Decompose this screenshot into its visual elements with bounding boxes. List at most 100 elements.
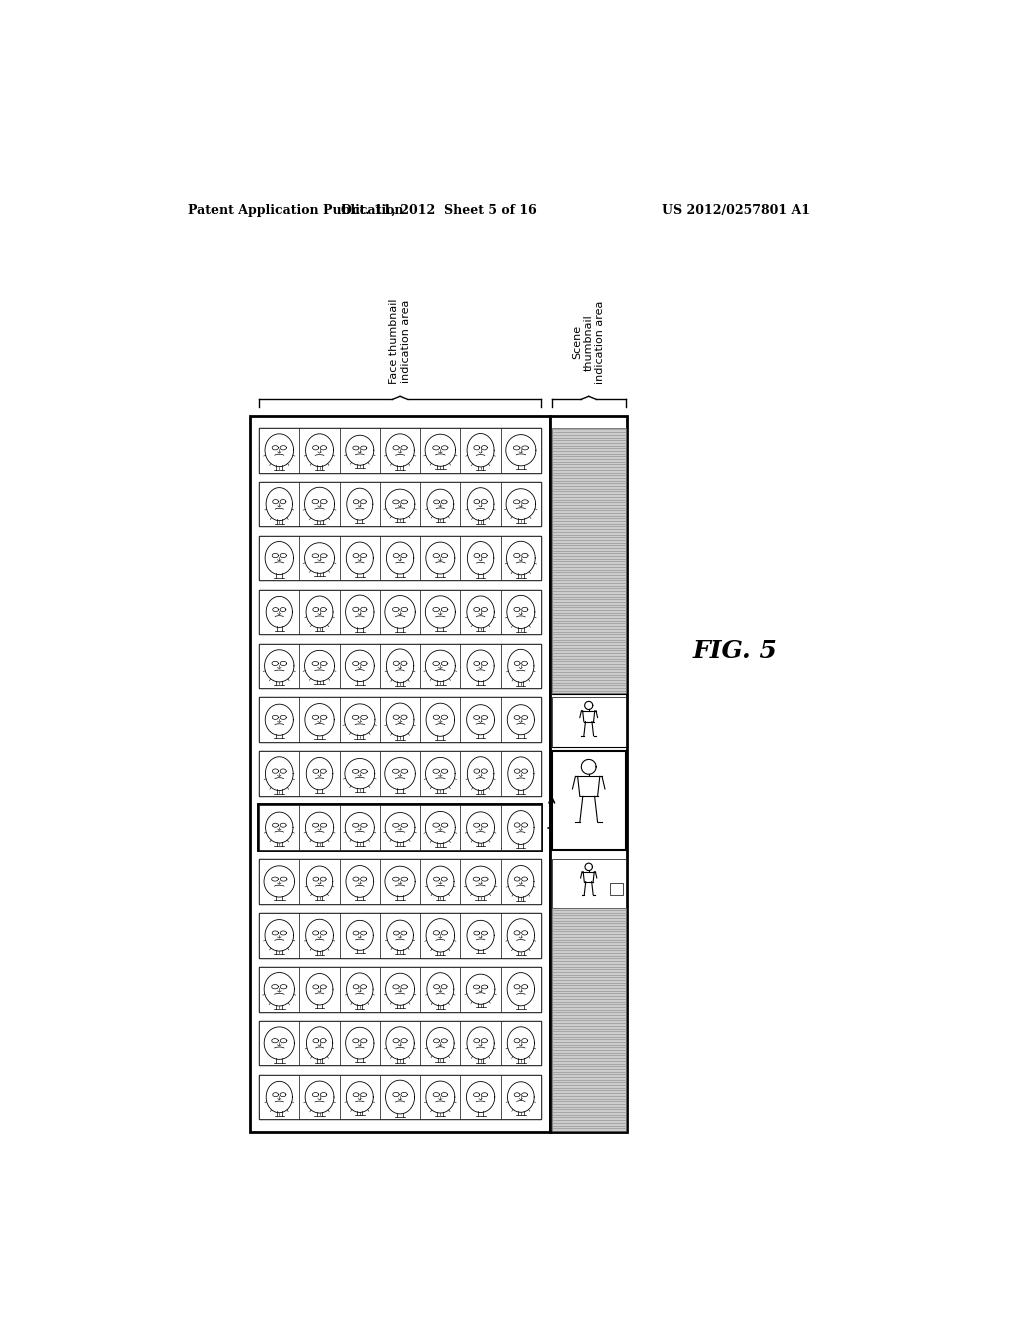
Bar [299, 428, 340, 473]
Bar [299, 751, 340, 796]
Bar [259, 482, 541, 527]
Bar [299, 536, 340, 581]
Bar [259, 1074, 299, 1119]
Bar [259, 913, 299, 958]
Text: Scene
thumbnail
indication area: Scene thumbnail indication area [572, 301, 605, 384]
Text: Patent Application Publication: Patent Application Publication [188, 205, 403, 218]
Bar [501, 751, 541, 796]
Bar [420, 482, 461, 527]
Bar [340, 859, 380, 904]
Bar [501, 590, 541, 635]
Bar [299, 805, 340, 850]
Bar [610, 883, 623, 895]
Bar [380, 1020, 420, 1065]
Bar [380, 482, 420, 527]
Bar [340, 751, 380, 796]
Bar [259, 859, 541, 904]
Bar [420, 644, 461, 688]
Bar [340, 428, 380, 473]
Text: FIG. 5: FIG. 5 [692, 639, 777, 663]
Bar [501, 966, 541, 1011]
Bar [259, 859, 299, 904]
Bar [552, 697, 626, 747]
Bar [299, 697, 340, 742]
Bar [501, 536, 541, 581]
Bar [552, 751, 626, 850]
Bar [259, 805, 541, 850]
Bar [501, 482, 541, 527]
Bar [380, 966, 420, 1011]
Bar [259, 913, 541, 958]
Bar [461, 751, 501, 796]
Bar [299, 1020, 340, 1065]
Bar [380, 859, 420, 904]
Bar [259, 1074, 541, 1119]
Bar [501, 1020, 541, 1065]
Bar [340, 536, 380, 581]
Bar [340, 644, 380, 688]
Bar [552, 428, 626, 693]
Text: US 2012/0257801 A1: US 2012/0257801 A1 [662, 205, 810, 218]
Bar [461, 536, 501, 581]
Bar [340, 697, 380, 742]
Bar [340, 1020, 380, 1065]
Bar [259, 805, 299, 850]
Bar [340, 805, 380, 850]
Bar [340, 1074, 380, 1119]
Bar [501, 859, 541, 904]
Bar [501, 1074, 541, 1119]
Bar [420, 859, 461, 904]
Bar [461, 482, 501, 527]
Bar [299, 482, 340, 527]
Bar [461, 644, 501, 688]
Bar [259, 1020, 541, 1065]
Bar [461, 1074, 501, 1119]
Bar [259, 428, 541, 473]
Bar [420, 697, 461, 742]
Bar [501, 913, 541, 958]
Bar [420, 536, 461, 581]
Bar [340, 913, 380, 958]
Bar [299, 590, 340, 635]
Bar [461, 805, 501, 850]
Bar [380, 590, 420, 635]
Bar [259, 536, 299, 581]
Bar [550, 416, 628, 1133]
Bar [340, 966, 380, 1011]
Bar [299, 966, 340, 1011]
Bar [299, 644, 340, 688]
Bar [501, 805, 541, 850]
Bar [259, 1020, 299, 1065]
Bar [380, 536, 420, 581]
Bar [420, 590, 461, 635]
Bar [259, 644, 541, 688]
Bar [340, 482, 380, 527]
Bar [259, 644, 299, 688]
Bar [420, 751, 461, 796]
Bar [501, 428, 541, 473]
Bar [259, 536, 541, 581]
Bar [461, 590, 501, 635]
Text: Face thumbnail
indication area: Face thumbnail indication area [389, 298, 411, 384]
Bar [259, 697, 299, 742]
Bar [299, 1074, 340, 1119]
Bar [259, 966, 541, 1011]
Bar [420, 966, 461, 1011]
Bar [380, 913, 420, 958]
Bar [461, 966, 501, 1011]
Bar [380, 805, 420, 850]
Bar [259, 697, 541, 742]
Bar [552, 859, 626, 908]
Bar [420, 1020, 461, 1065]
Bar [461, 428, 501, 473]
Bar [501, 697, 541, 742]
Bar [420, 805, 461, 850]
Bar [340, 590, 380, 635]
Bar [259, 482, 299, 527]
Bar [259, 590, 299, 635]
Bar [259, 751, 299, 796]
Bar [250, 416, 550, 1133]
Bar [299, 859, 340, 904]
Bar [461, 859, 501, 904]
Bar [259, 751, 541, 796]
